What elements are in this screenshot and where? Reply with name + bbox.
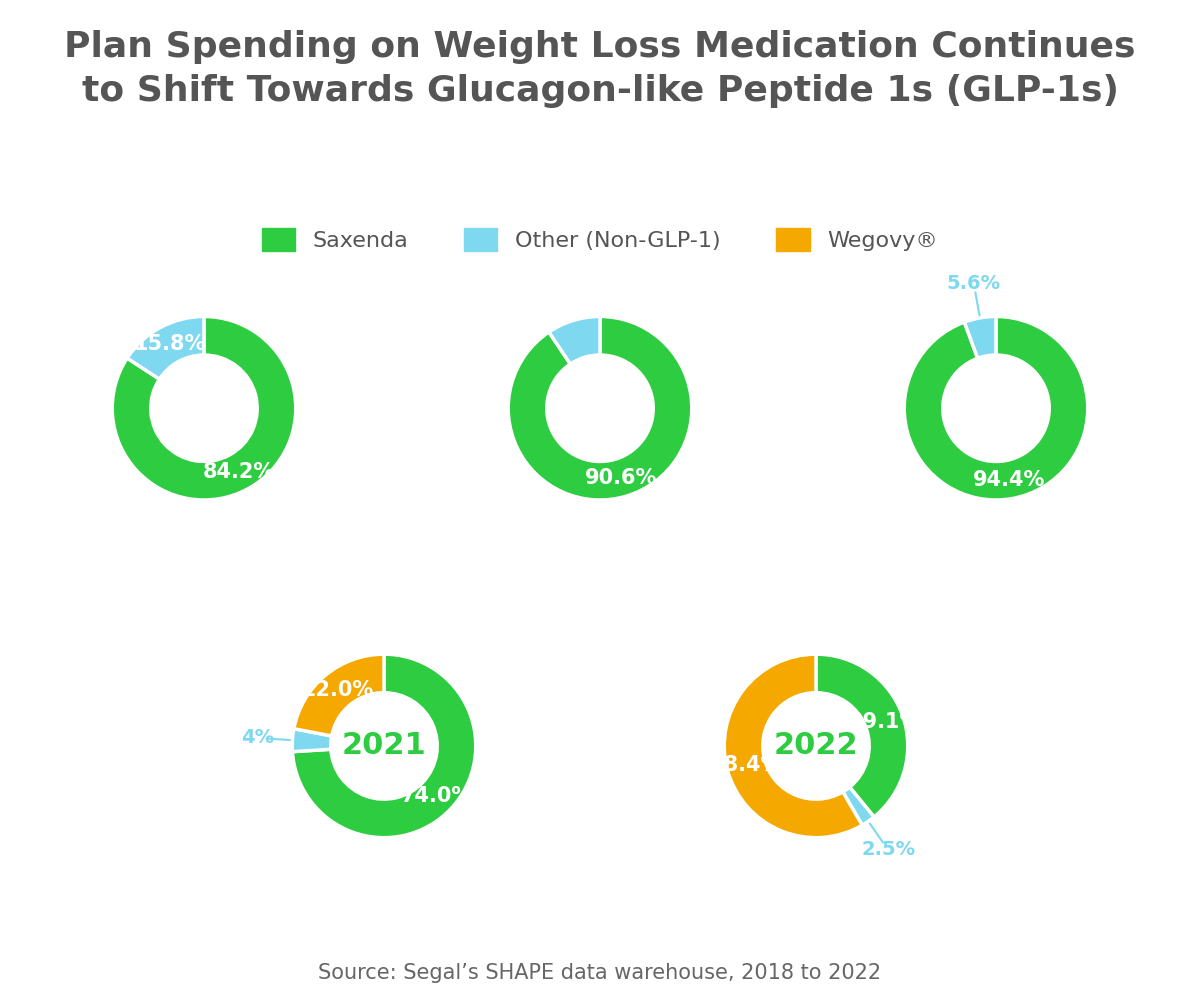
Wedge shape bbox=[127, 317, 204, 379]
Wedge shape bbox=[509, 317, 691, 500]
Wedge shape bbox=[294, 654, 384, 736]
Wedge shape bbox=[965, 317, 996, 358]
Wedge shape bbox=[293, 654, 475, 838]
Text: 2018: 2018 bbox=[162, 394, 246, 422]
Text: 90.6%: 90.6% bbox=[584, 468, 658, 488]
Wedge shape bbox=[725, 654, 863, 838]
Text: 2.5%: 2.5% bbox=[862, 841, 916, 860]
Text: 5.6%: 5.6% bbox=[947, 274, 1001, 293]
Wedge shape bbox=[842, 787, 874, 826]
Text: 58.4%: 58.4% bbox=[710, 755, 782, 775]
Wedge shape bbox=[548, 317, 600, 364]
Text: 4%: 4% bbox=[241, 729, 274, 748]
Text: 94.4%: 94.4% bbox=[972, 470, 1045, 490]
Wedge shape bbox=[816, 654, 907, 817]
Text: 74.0%: 74.0% bbox=[401, 785, 473, 805]
Text: 9.4%: 9.4% bbox=[536, 277, 590, 296]
Text: 15.8%: 15.8% bbox=[133, 335, 205, 355]
Text: 2020: 2020 bbox=[954, 394, 1038, 422]
Wedge shape bbox=[293, 729, 331, 752]
Text: 39.1%: 39.1% bbox=[848, 712, 920, 732]
Text: 22.0%: 22.0% bbox=[301, 680, 374, 701]
Legend: Saxenda, Other (Non-GLP-1), Wegovy®: Saxenda, Other (Non-GLP-1), Wegovy® bbox=[262, 228, 938, 251]
Text: Plan Spending on Weight Loss Medication Continues
to Shift Towards Glucagon-like: Plan Spending on Weight Loss Medication … bbox=[65, 30, 1135, 108]
Wedge shape bbox=[113, 317, 295, 500]
Text: Source: Segal’s SHAPE data warehouse, 2018 to 2022: Source: Segal’s SHAPE data warehouse, 20… bbox=[318, 963, 882, 983]
Text: 2021: 2021 bbox=[342, 732, 426, 760]
Wedge shape bbox=[905, 317, 1087, 500]
Text: 84.2%: 84.2% bbox=[203, 462, 275, 482]
Text: 2022: 2022 bbox=[774, 732, 858, 760]
Text: 2019: 2019 bbox=[558, 394, 642, 422]
